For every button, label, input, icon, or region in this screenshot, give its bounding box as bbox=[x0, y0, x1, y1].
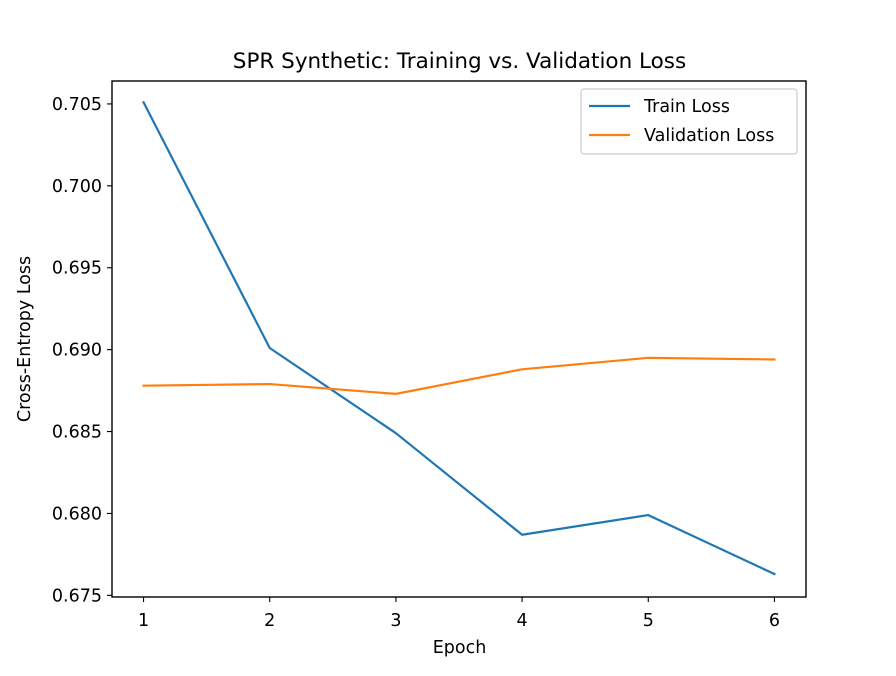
plot-area bbox=[111, 80, 807, 598]
y-axis-ticks: 0.675 0.680 0.685 0.690 0.695 0.700 0.705 bbox=[52, 95, 112, 606]
series-line-train-loss bbox=[142, 100, 776, 576]
x-axis-label: Epoch bbox=[433, 638, 487, 658]
y-tick-label: 0.675 bbox=[52, 586, 102, 606]
x-tick-label: 5 bbox=[643, 611, 654, 631]
legend-label-train: Train Loss bbox=[643, 97, 730, 117]
legend-label-validation: Validation Loss bbox=[644, 126, 774, 146]
y-tick-label: 0.700 bbox=[52, 177, 102, 197]
axes-frame bbox=[111, 80, 807, 598]
y-tick-label: 0.705 bbox=[52, 95, 102, 115]
legend-box bbox=[580, 88, 798, 155]
x-tick-label: 3 bbox=[390, 611, 401, 631]
legend: Train Loss Validation Loss bbox=[580, 88, 798, 155]
y-tick-label: 0.690 bbox=[52, 341, 102, 361]
series-layer bbox=[142, 100, 776, 576]
x-tick-label: 6 bbox=[769, 611, 780, 631]
y-tick-label: 0.695 bbox=[52, 259, 102, 279]
series-line-validation-loss bbox=[142, 356, 776, 395]
y-axis-label: Cross-Entropy Loss bbox=[15, 256, 35, 422]
y-tick-label: 0.685 bbox=[52, 423, 102, 443]
x-tick-label: 2 bbox=[264, 611, 275, 631]
chart-title: SPR Synthetic: Training vs. Validation L… bbox=[233, 49, 686, 74]
y-tick-label: 0.680 bbox=[52, 504, 102, 524]
x-tick-label: 4 bbox=[517, 611, 528, 631]
x-tick-label: 1 bbox=[138, 611, 149, 631]
x-axis-ticks: 1 2 3 4 5 6 bbox=[138, 597, 780, 631]
